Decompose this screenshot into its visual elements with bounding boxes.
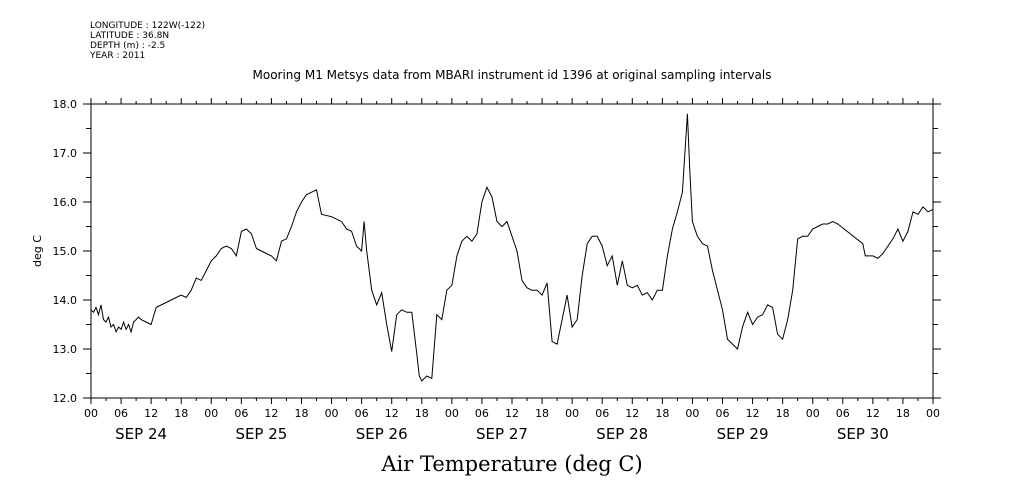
x-tick-label: 12 [746, 407, 760, 420]
x-tick-label: 06 [475, 407, 489, 420]
x-tick-label: 12 [866, 407, 880, 420]
x-day-label: SEP 27 [476, 425, 528, 443]
x-day-label: SEP 28 [596, 425, 648, 443]
metadata-block: LONGITUDE : 122W(-122) LATITUDE : 36.8N … [90, 21, 205, 61]
x-tick-labels: 00 06 12 18 00 06 12 18 00 06 12 18 00 06 12 18 00 06 12 18… [84, 407, 940, 420]
x-tick-label: 00 [685, 407, 699, 420]
y-tick-label: 15.0 [53, 245, 78, 258]
year-text: YEAR : 2011 [90, 51, 146, 61]
x-tick-label: 00 [926, 407, 940, 420]
x-day-label: SEP 26 [356, 425, 408, 443]
x-tick-label: 06 [234, 407, 248, 420]
y-tick-label: 17.0 [53, 147, 78, 160]
x-axis-title: Air Temperature (deg C) [381, 452, 643, 476]
x-tick-label: 12 [625, 407, 639, 420]
y-tick-label: 16.0 [53, 196, 78, 209]
x-day-label: SEP 30 [837, 425, 889, 443]
chart-title: Mooring M1 Metsys data from MBARI instru… [252, 68, 772, 82]
y-tick-label: 14.0 [53, 294, 78, 307]
x-tick-label: 06 [114, 407, 128, 420]
x-tick-label: 12 [505, 407, 519, 420]
x-day-label: SEP 29 [717, 425, 769, 443]
x-tick-label: 06 [355, 407, 369, 420]
y-axis-label: deg C [31, 235, 44, 267]
latitude-text: LATITUDE : 36.8N [90, 31, 170, 41]
series-line [90, 113, 934, 382]
x-tick-label: 06 [716, 407, 730, 420]
x-tick-label: 00 [445, 407, 459, 420]
y-tick-label: 12.0 [53, 392, 78, 405]
x-tick-label: 12 [385, 407, 399, 420]
x-tick-label: 18 [776, 407, 790, 420]
axis-ticks [83, 98, 941, 404]
plot-frame [90, 103, 934, 399]
x-tick-label: 18 [415, 407, 429, 420]
x-day-label: SEP 25 [235, 425, 287, 443]
x-day-labels: SEP 24 SEP 25 SEP 26 SEP 27 SEP 28 SEP 29 SEP … [115, 425, 889, 443]
y-tick-label: 18.0 [53, 98, 78, 111]
x-tick-label: 12 [144, 407, 158, 420]
chart: 12.013.014.015.016.017.018.0 00 06 12 18 00 0… [31, 98, 941, 443]
x-tick-label: 00 [204, 407, 218, 420]
x-tick-label: 00 [325, 407, 339, 420]
y-tick-labels: 12.0 13.0 14.0 15.0 16.0 17.0 18.0 [53, 98, 78, 405]
x-tick-label: 18 [295, 407, 309, 420]
x-tick-label: 18 [174, 407, 188, 420]
x-tick-label: 06 [595, 407, 609, 420]
x-tick-label: 06 [836, 407, 850, 420]
longitude-text: LONGITUDE : 122W(-122) [90, 21, 206, 31]
depth-text: DEPTH (m) : -2.5 [90, 41, 166, 51]
y-tick-label: 13.0 [53, 343, 78, 356]
x-tick-label: 00 [565, 407, 579, 420]
x-tick-label: 12 [264, 407, 278, 420]
x-tick-label: 18 [896, 407, 910, 420]
x-tick-label: 00 [806, 407, 820, 420]
x-day-label: SEP 24 [115, 425, 167, 443]
x-tick-label: 18 [655, 407, 669, 420]
x-tick-label: 00 [84, 407, 98, 420]
x-tick-label: 18 [535, 407, 549, 420]
